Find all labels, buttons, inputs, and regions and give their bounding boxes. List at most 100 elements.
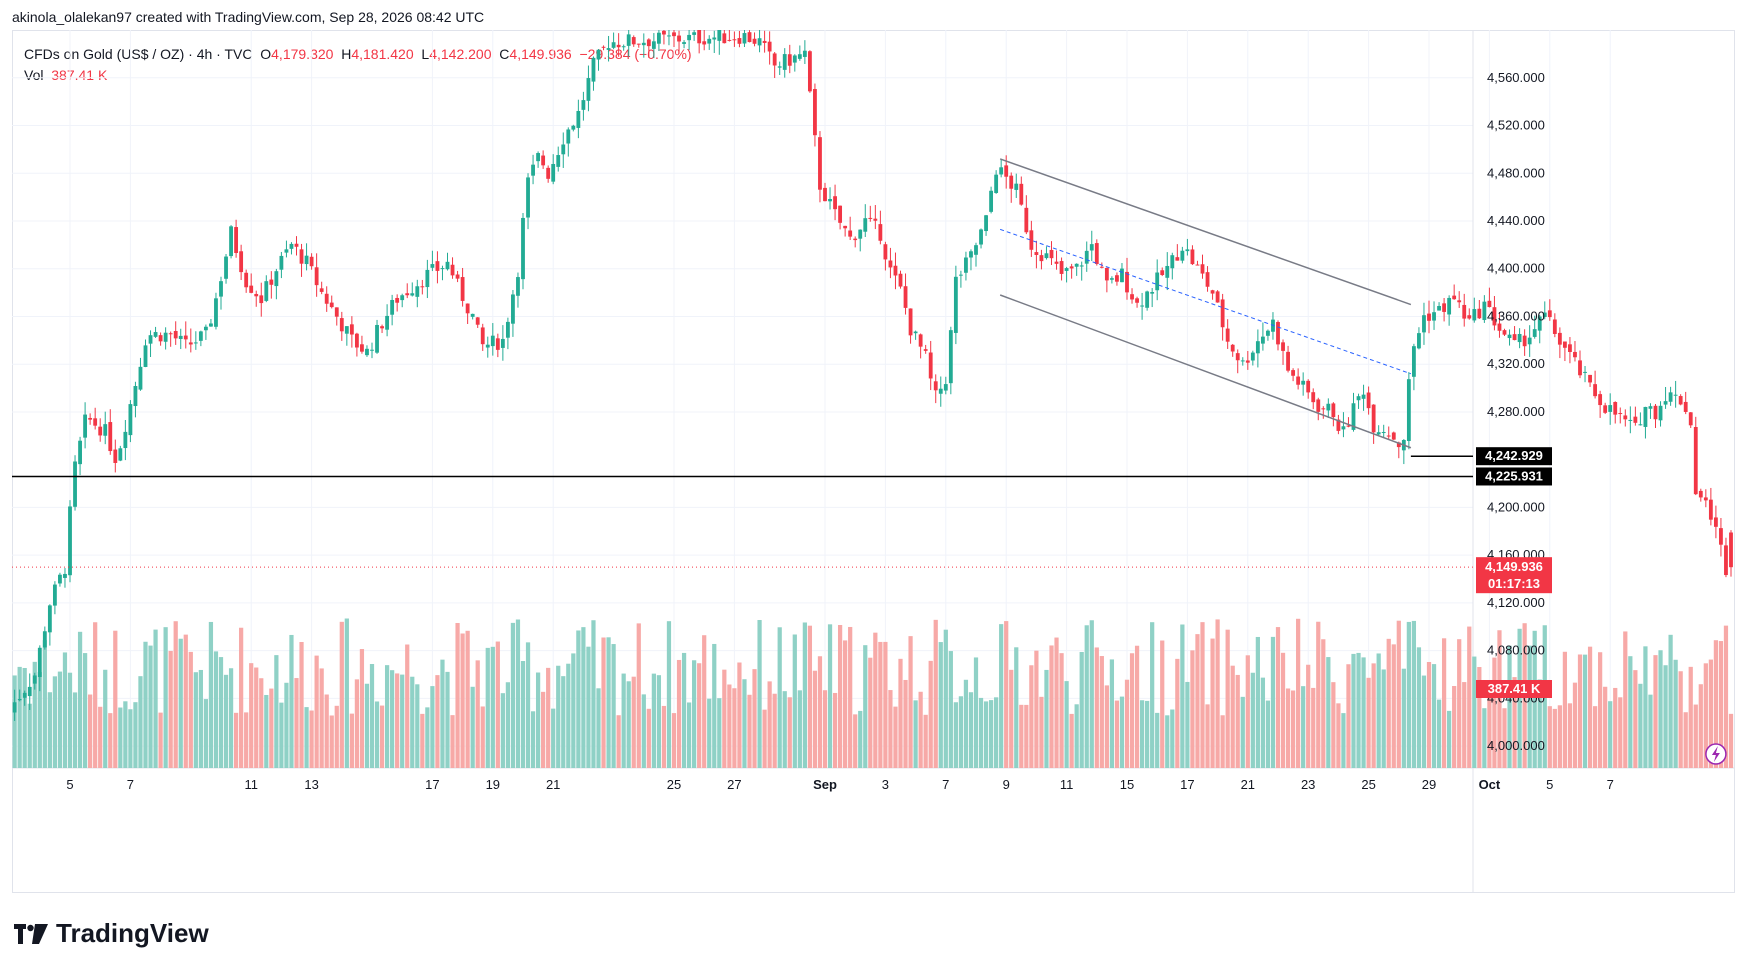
volume-bar (148, 645, 153, 768)
candle-body (787, 54, 792, 66)
volume-bar (88, 694, 93, 768)
x-tick-label: 27 (727, 777, 741, 792)
candle-body (138, 366, 143, 390)
x-tick-label: Sep (813, 777, 837, 792)
volume-bar (279, 702, 284, 768)
candle-body (1462, 304, 1467, 319)
x-tick-label: 5 (1546, 777, 1553, 792)
candle-body (1286, 351, 1290, 371)
candle-body (163, 332, 168, 342)
candle-body (1507, 334, 1512, 339)
volume-bar (1527, 645, 1532, 768)
volume-bar (858, 710, 863, 768)
volume-bar (1019, 704, 1024, 768)
candle-body (1029, 230, 1034, 250)
volume-bar (1628, 656, 1633, 768)
candle-body (1331, 403, 1336, 418)
volume-bar (692, 660, 697, 768)
candle-body (198, 331, 203, 341)
candle-body (108, 422, 113, 452)
level-price-label: 4,225.931 (1485, 468, 1543, 483)
candle-body (1094, 243, 1099, 264)
candle-body (1180, 250, 1185, 261)
candle-body (561, 144, 566, 155)
volume-bar (1074, 704, 1079, 768)
candle-body (687, 34, 692, 41)
volume-bar (938, 642, 943, 768)
candle-body (1039, 255, 1044, 262)
candle-body (994, 174, 999, 193)
volume-bar (379, 705, 385, 768)
volume-bar (213, 651, 219, 768)
volume-bar (425, 707, 430, 768)
candle-body (1049, 249, 1054, 259)
candle-body (636, 43, 641, 45)
volume-bar (1145, 700, 1150, 768)
candle-body (1366, 392, 1371, 409)
volume-bar (727, 684, 732, 768)
volume-bar (903, 679, 908, 768)
volume-bar (1416, 647, 1422, 768)
x-tick-label: Oct (1479, 777, 1501, 792)
open-value: 4,179.320 (271, 46, 334, 62)
volume-bar (898, 658, 903, 768)
volume-bar (752, 669, 757, 768)
lightning-bolt-icon (1711, 746, 1720, 762)
candle-body (12, 702, 17, 713)
volume-bar (1044, 669, 1049, 768)
candle-body (1281, 342, 1285, 351)
volume-bar (1472, 656, 1477, 768)
candle-body (420, 286, 425, 288)
candle-body (1552, 319, 1557, 334)
volume-bar (878, 641, 883, 768)
x-tick-label: 15 (1120, 777, 1134, 792)
candle-body (958, 274, 963, 276)
candle-body (360, 344, 364, 352)
candle-body (667, 35, 671, 37)
candle-body (1361, 394, 1366, 399)
volume-bar (948, 651, 953, 768)
candle-body (370, 349, 374, 351)
volume-bar (1532, 630, 1537, 768)
chart-credit: akinola_olalekan97 created with TradingV… (12, 9, 485, 25)
y-tick-label: 4,000.000 (1487, 738, 1545, 753)
level-price-label: 4,242.929 (1485, 448, 1543, 463)
candle-body (611, 42, 616, 48)
candle-body (792, 55, 797, 63)
volume-bar (999, 624, 1004, 768)
candle-body (1517, 334, 1522, 343)
candle-body (465, 303, 470, 314)
candle-body (485, 344, 490, 348)
candle-body (1442, 303, 1447, 312)
volume-bar (400, 674, 405, 768)
volume-bar (868, 657, 873, 768)
volume-bar (349, 713, 354, 768)
candle-body (209, 323, 213, 327)
volume-bar (1452, 686, 1457, 768)
volume-bar (666, 621, 672, 768)
candle-body (1396, 442, 1401, 448)
volume-bar (1215, 619, 1220, 768)
candle-body (737, 38, 742, 44)
volume-bar (827, 624, 833, 768)
volume-bar (1326, 657, 1331, 768)
volume-bar (525, 642, 531, 768)
candle-body (249, 285, 254, 293)
volume-bar (1034, 650, 1039, 768)
volume-bar (1572, 682, 1578, 768)
volume-bar (918, 691, 923, 768)
candle-body (455, 274, 460, 279)
symbol-label[interactable]: CFDs on Gold (US$ / OZ) · 4h · TVC (24, 46, 253, 62)
price-chart[interactable]: 4,000.0004,040.0004,080.0004,120.0004,16… (12, 30, 1735, 893)
volume-bar (1275, 627, 1281, 768)
y-tick-label: 4,120.000 (1487, 595, 1545, 610)
volume-bar (661, 705, 667, 768)
candle-body (224, 256, 228, 279)
volume-bar (1406, 621, 1411, 768)
volume-bar (1718, 641, 1724, 768)
volume-bar (1441, 638, 1447, 768)
candle-body (969, 251, 973, 258)
candle-body (1406, 379, 1411, 441)
volume-bar (1351, 653, 1356, 768)
volume-bar (1306, 664, 1311, 768)
